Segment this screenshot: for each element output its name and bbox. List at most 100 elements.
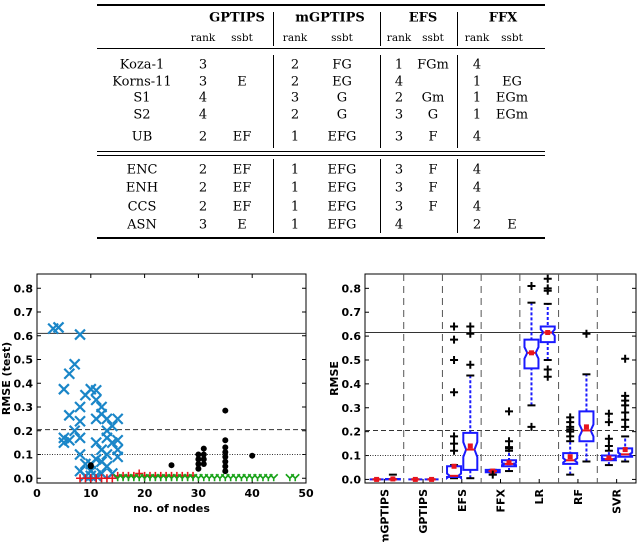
row-label: S1	[133, 90, 151, 106]
data-point-tri	[156, 473, 166, 482]
data-point-x	[74, 401, 86, 413]
column-divider	[457, 12, 459, 46]
table-cell: EFG	[327, 180, 357, 196]
subheader: ssbt	[331, 32, 353, 44]
subheader: rank	[190, 32, 216, 44]
outlier-marker	[466, 329, 475, 338]
mean-marker	[451, 463, 457, 469]
data-point-tri	[242, 473, 252, 482]
data-point-tri	[123, 473, 134, 482]
data-point-x	[101, 448, 113, 461]
outlier-marker	[450, 322, 459, 331]
data-point-x	[90, 384, 102, 397]
table-cell: FG	[332, 57, 352, 73]
table-cell: 1	[290, 162, 300, 178]
table-cell: 3	[198, 74, 208, 90]
data-point-tri	[134, 473, 144, 482]
data-point-dot	[195, 461, 202, 467]
table-cell: EF	[232, 129, 252, 145]
table-cell: EG	[332, 74, 352, 90]
table-cell: Gm	[421, 90, 445, 106]
data-point-x	[52, 321, 65, 334]
table-cell: 4	[394, 74, 404, 90]
data-point-x	[101, 413, 113, 425]
x-tick-label: LR	[533, 488, 546, 504]
data-point-dot	[222, 463, 229, 470]
data-point-tri	[166, 473, 177, 482]
outlier-marker	[527, 422, 536, 431]
table-cell: 3	[198, 57, 208, 73]
data-point-dot	[222, 437, 229, 444]
outlier-marker	[450, 432, 459, 441]
table-cell: 1	[394, 57, 404, 73]
method-header: GPTIPS	[209, 10, 265, 26]
data-point-tri	[209, 473, 220, 482]
data-point-dot	[222, 458, 229, 465]
outlier-marker	[621, 422, 630, 431]
axes-frame	[36, 273, 307, 484]
data-point-tri	[253, 473, 263, 482]
data-point-x	[111, 451, 124, 463]
y-tick-label: 0.2	[14, 425, 34, 438]
data-point-dot	[249, 452, 256, 459]
data-point-tri	[172, 473, 182, 482]
table-cell: 2	[198, 129, 208, 145]
outlier-marker	[466, 322, 475, 331]
data-point-tri	[285, 473, 295, 482]
x-tick-label: mGPTIPS	[378, 489, 391, 542]
table-cell: G	[336, 107, 348, 123]
data-point-tri	[150, 473, 160, 482]
outlier-marker	[604, 418, 613, 427]
y-tick-label: 0.8	[14, 282, 34, 295]
data-point-tri	[193, 473, 203, 482]
table-cell: 4	[472, 129, 482, 145]
x-tick-label: RF	[572, 489, 585, 505]
table-cell: 4	[198, 90, 208, 106]
outlier-marker	[505, 407, 514, 416]
data-point-tri	[258, 473, 268, 482]
y-tick-label: 0.4	[14, 377, 34, 390]
table-rule	[97, 237, 545, 240]
outlier-marker	[621, 401, 630, 410]
data-point-dot	[200, 451, 207, 458]
outlier-marker	[543, 274, 552, 283]
data-point-tri	[118, 473, 128, 482]
subheader: rank	[282, 32, 308, 44]
mean-marker	[622, 447, 628, 453]
data-point-tri	[161, 473, 171, 482]
y-tick-label: 0.5	[14, 354, 34, 367]
y-axis-label: RMSE	[328, 361, 341, 396]
outlier-marker	[527, 281, 536, 290]
table-cell: 4	[472, 162, 482, 178]
data-point-tri	[263, 473, 273, 482]
data-point-x	[95, 455, 108, 468]
data-point-tri	[188, 473, 198, 482]
data-point-dot	[222, 449, 229, 456]
table-cell: F	[428, 162, 438, 178]
table-rule	[97, 151, 545, 152]
subheader: rank	[386, 32, 412, 44]
table-cell: 1	[472, 74, 482, 90]
column-divider	[273, 55, 275, 148]
x-tick-label: 30	[191, 487, 207, 500]
table-cell: 3	[394, 180, 404, 196]
column-divider	[380, 12, 382, 46]
table-cell: 3	[394, 199, 404, 215]
data-point-x	[63, 434, 76, 447]
row-label: S2	[133, 107, 151, 123]
mean-marker	[583, 424, 589, 430]
x-tick-label: 40	[245, 487, 261, 500]
data-point-x	[74, 432, 86, 444]
outlier-marker	[466, 360, 475, 369]
y-tick-label: 0.0	[14, 472, 34, 485]
x-tick-label: 50	[298, 487, 314, 500]
row-label: Korns-11	[112, 74, 172, 90]
table-rule	[97, 155, 545, 156]
column-divider	[380, 159, 382, 233]
x-tick-label: FFX	[495, 488, 508, 512]
data-point-dot	[168, 462, 175, 469]
table-cell: 1	[472, 90, 482, 106]
subheader: ssbt	[422, 32, 444, 44]
table-cell: EFG	[327, 199, 357, 215]
table-cell: F	[428, 180, 438, 196]
